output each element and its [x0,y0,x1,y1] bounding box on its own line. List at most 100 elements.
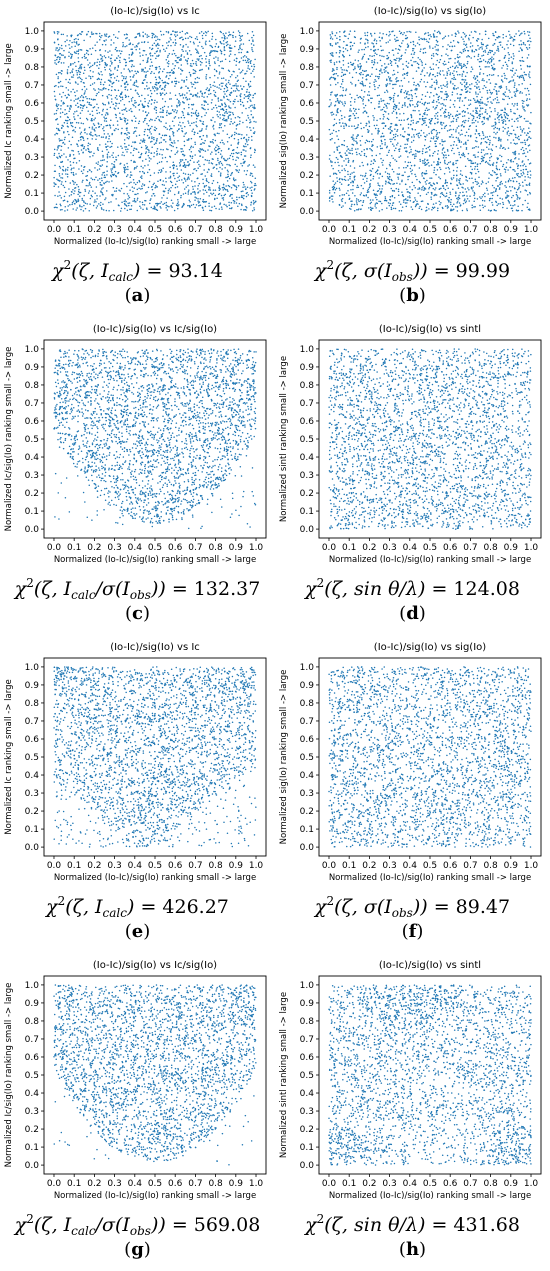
data-point [236,187,238,189]
data-point [440,91,442,93]
data-point [343,56,345,58]
data-point [104,183,106,185]
data-point [486,47,488,49]
data-point [132,60,134,62]
data-point [98,203,100,205]
data-point [224,167,226,169]
data-point [452,205,454,207]
data-point [251,136,253,138]
data-point [414,197,416,199]
data-point [127,198,129,200]
data-point [164,50,166,52]
data-point [101,180,103,182]
data-point [172,173,174,175]
data-point [472,147,474,149]
data-point [393,54,395,56]
data-point [395,136,397,138]
data-point [446,96,448,98]
data-point [186,76,188,78]
data-point [74,39,76,41]
data-point [511,119,513,121]
data-point [444,115,446,117]
data-point [369,86,371,88]
data-point [252,175,254,177]
data-point [81,206,83,208]
data-point [510,111,512,113]
data-point [68,94,70,96]
data-point [466,195,468,197]
data-point [237,206,239,208]
data-point [206,112,208,114]
data-point [129,136,131,138]
data-point [121,202,123,204]
data-point [229,205,231,207]
data-point [185,44,187,46]
data-point [165,171,167,173]
data-point [403,113,405,115]
data-point [136,135,138,137]
data-point [468,99,470,101]
data-point [199,201,201,203]
data-point [92,126,94,128]
data-point [504,77,506,79]
data-point [125,59,127,61]
data-point [181,148,183,150]
data-point [111,86,113,88]
data-point [250,62,252,64]
data-point [207,109,209,111]
data-point [117,146,119,148]
data-point [74,187,76,189]
data-point [448,112,450,114]
data-point [172,63,174,65]
data-point [65,173,67,175]
data-point [465,166,467,168]
data-point [176,62,178,64]
data-point [496,102,498,104]
data-point [148,106,150,108]
data-point [347,174,349,176]
data-point [250,72,252,74]
data-point [188,138,190,140]
data-point [220,142,222,144]
data-point [517,108,519,110]
data-point [330,139,332,141]
data-point [229,47,231,49]
data-point [162,157,164,159]
data-point [241,196,243,198]
data-point [139,35,141,37]
data-point [500,114,502,116]
data-point [151,49,153,51]
data-point [456,178,458,180]
data-point [208,189,210,191]
data-point [478,81,480,83]
data-point [385,42,387,44]
data-point [251,190,253,192]
data-point [241,195,243,197]
data-point [123,78,125,80]
data-point [114,77,116,79]
data-point [252,51,254,53]
data-point [455,163,457,165]
data-point [442,152,444,154]
data-point [126,45,128,47]
data-point [380,201,382,203]
data-point [344,176,346,178]
data-point [153,156,155,158]
data-point [222,83,224,85]
data-point [436,79,438,81]
data-point [77,115,79,117]
data-point [71,76,73,78]
data-point [116,103,118,105]
data-point [412,78,414,80]
data-point [144,88,146,90]
data-point [443,64,445,66]
data-point [227,180,229,182]
data-point [378,177,380,179]
data-point [155,40,157,42]
data-point [185,33,187,35]
data-point [205,175,207,177]
data-point [76,122,78,124]
data-point [522,153,524,155]
data-point [119,62,121,64]
data-point [226,109,228,111]
